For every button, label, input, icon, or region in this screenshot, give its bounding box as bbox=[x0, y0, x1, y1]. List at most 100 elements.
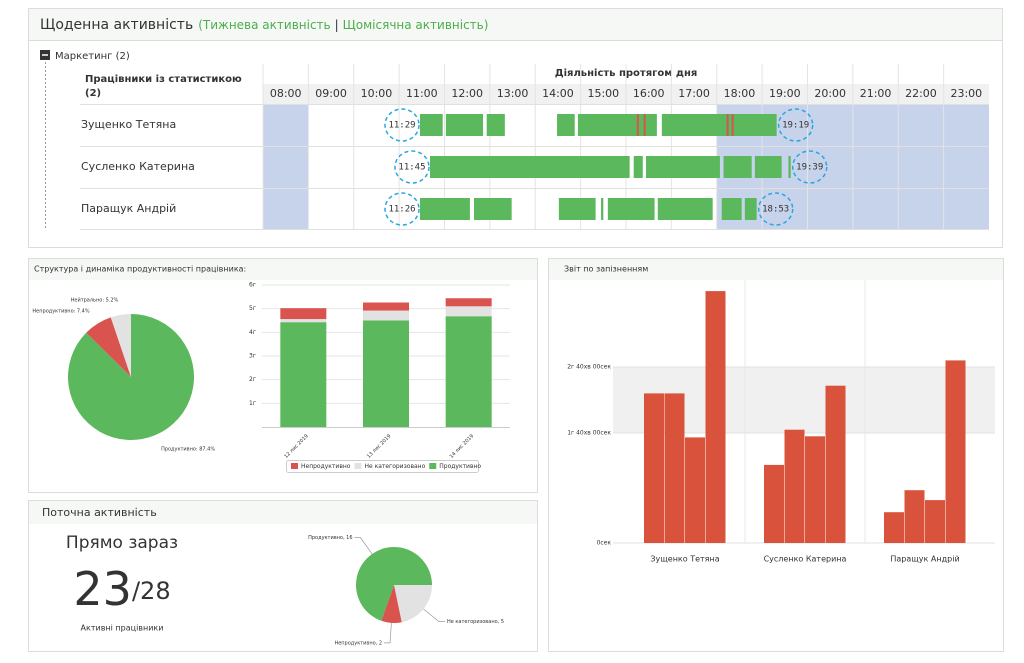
title: Щоденна активність bbox=[40, 17, 193, 33]
bar bbox=[784, 429, 805, 543]
paren: ) bbox=[484, 18, 489, 32]
bar-segment bbox=[445, 316, 492, 427]
time-marker bbox=[757, 192, 794, 226]
monthly-link[interactable]: Щомісячна активність bbox=[343, 18, 484, 32]
x-tick-label: Сусленко Катерина bbox=[764, 555, 847, 564]
bar-segment bbox=[445, 298, 492, 307]
unproductive-mark bbox=[731, 114, 734, 136]
leader-line bbox=[384, 622, 392, 644]
y-tick-label: 5г bbox=[249, 305, 256, 312]
pie-label: Непродуктивно, 2 bbox=[334, 640, 382, 646]
bar bbox=[644, 393, 664, 543]
lateness-header bbox=[549, 259, 1003, 280]
bar bbox=[705, 291, 726, 543]
productivity-header bbox=[29, 259, 537, 280]
activity-segment bbox=[558, 198, 596, 220]
current-panel bbox=[28, 500, 538, 652]
weekly-link[interactable]: Тижнева активність bbox=[202, 18, 331, 32]
hour-label: 12:00 bbox=[451, 87, 483, 100]
pie-slice bbox=[381, 585, 402, 623]
time-label: 19:39 bbox=[796, 163, 823, 173]
hour-label: 15:00 bbox=[587, 87, 619, 100]
time-marker bbox=[384, 108, 420, 142]
activity-segment bbox=[445, 114, 484, 136]
hour-label: 23:00 bbox=[950, 87, 982, 100]
activity-segment bbox=[419, 198, 470, 220]
time-marker bbox=[791, 150, 828, 184]
bar-segment bbox=[363, 320, 409, 427]
hour-label: 14:00 bbox=[542, 87, 574, 100]
y-tick-label: 1г bbox=[249, 400, 256, 407]
y-tick-label: 0сек bbox=[597, 540, 612, 547]
pie-slice bbox=[110, 314, 131, 377]
pie-label: Непродуктивно: 7.4% bbox=[32, 308, 89, 314]
activity-segment bbox=[429, 156, 630, 178]
now-label: Прямо зараз bbox=[66, 533, 178, 553]
bar bbox=[945, 360, 966, 543]
panel-title: Звіт по запізненням bbox=[564, 265, 648, 274]
hour-label: 10:00 bbox=[361, 87, 393, 100]
legend-swatch bbox=[291, 463, 298, 469]
bar bbox=[664, 393, 685, 543]
y-tick-label: 2г 40хв 00сек bbox=[567, 364, 611, 371]
activity-segment bbox=[473, 198, 512, 220]
unproductive-mark bbox=[726, 114, 729, 136]
hour-label: 22:00 bbox=[905, 87, 937, 100]
bar bbox=[904, 490, 925, 543]
activity-segment bbox=[419, 114, 443, 136]
time-marker bbox=[777, 108, 814, 142]
bar bbox=[925, 500, 945, 543]
activity-segment bbox=[788, 156, 791, 178]
lateness-panel bbox=[548, 258, 1004, 652]
off-hours bbox=[263, 104, 309, 229]
legend-swatch bbox=[354, 463, 362, 469]
activity-segment bbox=[661, 114, 777, 136]
bar-segment bbox=[363, 310, 409, 321]
pie-label: Нейтрально: 5.2% bbox=[71, 297, 119, 304]
bar bbox=[884, 512, 904, 543]
hour-label: 16:00 bbox=[633, 87, 665, 100]
bar bbox=[685, 437, 705, 543]
hour-label: 09:00 bbox=[315, 87, 347, 100]
time-marker bbox=[384, 192, 420, 226]
pie-label: Не категоризовано, 5 bbox=[447, 619, 504, 625]
pie-slice bbox=[68, 314, 195, 440]
activity-segment bbox=[607, 198, 655, 220]
activity-segment bbox=[723, 156, 752, 178]
legend-label: Непродуктивно bbox=[301, 463, 351, 470]
legend-label: Не категоризовано bbox=[364, 463, 425, 470]
activity-segment bbox=[645, 156, 720, 178]
pie-slice bbox=[86, 317, 131, 377]
activity-segment bbox=[486, 114, 505, 136]
y-tick-label: 2г bbox=[249, 376, 256, 383]
employee-name: Сусленко Катерина bbox=[81, 160, 195, 173]
daily-header bbox=[29, 9, 1002, 40]
time-label: 11:26 bbox=[388, 205, 415, 215]
legend-label: Продуктивно bbox=[439, 463, 481, 470]
active-value: 23 bbox=[73, 562, 132, 616]
employee-name: Зущенко Тетяна bbox=[81, 118, 176, 131]
y-tick-label: 3г bbox=[249, 353, 256, 360]
bar-segment bbox=[280, 322, 327, 427]
bar-segment bbox=[280, 308, 327, 320]
time-label: 19:19 bbox=[782, 121, 809, 131]
bar-segment bbox=[363, 302, 409, 311]
x-tick-label: Зущенко Тетяна bbox=[650, 555, 719, 564]
unproductive-mark bbox=[643, 114, 646, 136]
activity-segment bbox=[754, 156, 782, 178]
bar-segment bbox=[445, 306, 492, 317]
activity-segment bbox=[557, 114, 575, 136]
panel-title: Структура і динаміка продуктивності прац… bbox=[34, 265, 246, 274]
activity-segment bbox=[744, 198, 757, 220]
active-count: 23/28 bbox=[73, 562, 170, 616]
bar-segment bbox=[280, 319, 327, 323]
bar bbox=[825, 385, 846, 543]
employee-name: Паращук Андрій bbox=[81, 202, 176, 215]
activity-segment bbox=[721, 198, 742, 220]
pie-slice bbox=[356, 547, 432, 621]
activity-segment bbox=[633, 156, 643, 178]
hour-label: 08:00 bbox=[270, 87, 302, 100]
column-header: Працівники із статистикою bbox=[85, 74, 242, 85]
activity-segment bbox=[601, 198, 604, 220]
